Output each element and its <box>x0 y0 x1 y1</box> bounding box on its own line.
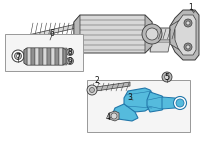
Circle shape <box>142 24 162 44</box>
Polygon shape <box>35 48 39 65</box>
Circle shape <box>14 52 22 60</box>
Circle shape <box>146 28 158 40</box>
Text: 8: 8 <box>68 47 72 56</box>
Text: 2: 2 <box>95 76 99 85</box>
Polygon shape <box>24 48 27 65</box>
Circle shape <box>66 57 74 65</box>
Polygon shape <box>74 15 152 53</box>
Polygon shape <box>109 111 119 121</box>
Polygon shape <box>47 48 51 65</box>
Text: 1: 1 <box>189 2 193 11</box>
Polygon shape <box>43 48 47 65</box>
Polygon shape <box>59 48 63 65</box>
Circle shape <box>66 49 74 56</box>
Polygon shape <box>175 15 196 55</box>
Polygon shape <box>112 104 138 121</box>
Polygon shape <box>170 18 183 52</box>
Text: 5: 5 <box>165 72 169 81</box>
Polygon shape <box>31 48 35 65</box>
Text: 3: 3 <box>128 92 132 101</box>
Circle shape <box>162 72 172 82</box>
Text: 7: 7 <box>16 52 20 61</box>
Polygon shape <box>28 22 85 39</box>
Circle shape <box>186 45 190 49</box>
Circle shape <box>87 85 97 95</box>
Polygon shape <box>24 48 66 65</box>
Text: 9: 9 <box>68 56 72 66</box>
Circle shape <box>184 19 192 27</box>
Circle shape <box>164 75 170 80</box>
Circle shape <box>176 99 184 107</box>
Polygon shape <box>74 15 80 53</box>
Polygon shape <box>63 48 66 65</box>
Circle shape <box>186 21 190 25</box>
Polygon shape <box>55 48 59 65</box>
Circle shape <box>90 87 95 92</box>
Circle shape <box>174 96 186 110</box>
Polygon shape <box>63 48 67 65</box>
Polygon shape <box>145 15 152 53</box>
Polygon shape <box>162 97 180 109</box>
Polygon shape <box>170 10 199 60</box>
FancyBboxPatch shape <box>87 80 190 132</box>
Polygon shape <box>124 88 153 112</box>
Circle shape <box>111 113 117 119</box>
Circle shape <box>184 43 192 51</box>
Text: 6: 6 <box>50 29 54 37</box>
Polygon shape <box>27 48 31 65</box>
Polygon shape <box>150 42 170 52</box>
Circle shape <box>68 60 72 62</box>
Polygon shape <box>147 92 165 112</box>
Circle shape <box>68 51 72 54</box>
Polygon shape <box>89 82 130 92</box>
Polygon shape <box>39 48 43 65</box>
Text: 4: 4 <box>106 112 110 122</box>
Polygon shape <box>152 28 190 40</box>
Circle shape <box>12 50 24 62</box>
FancyBboxPatch shape <box>5 34 83 71</box>
Circle shape <box>16 55 20 57</box>
Polygon shape <box>51 48 55 65</box>
